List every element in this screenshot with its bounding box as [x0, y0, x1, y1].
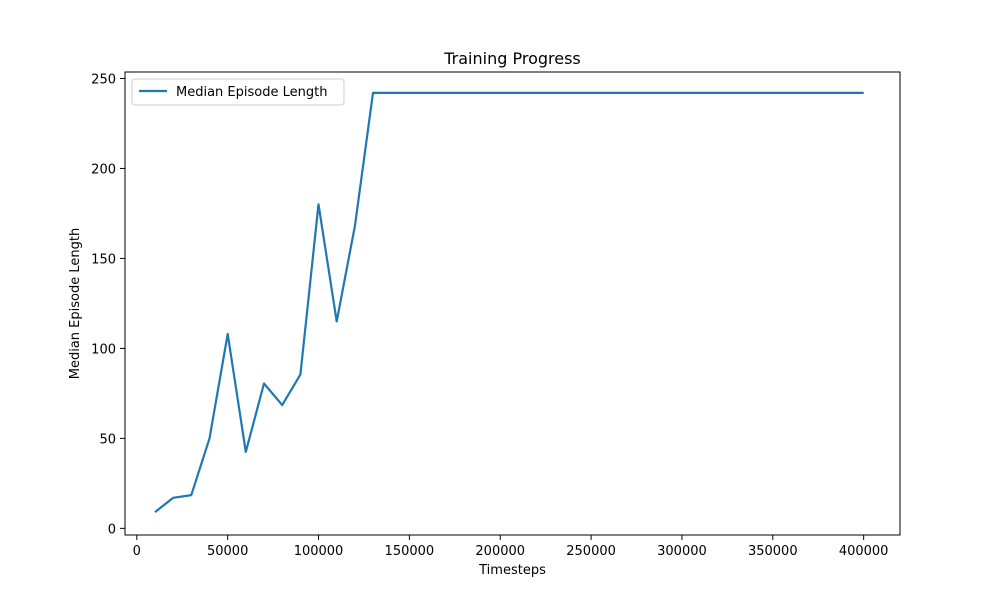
series-line [154, 91, 864, 513]
x-tick-label: 400000 [839, 544, 889, 559]
y-axis-ticks: 0 50 100 150 200 250 [91, 72, 125, 537]
series-layer [154, 91, 864, 513]
y-axis-label: Median Episode Length [68, 228, 83, 379]
x-tick-label: 250000 [566, 544, 616, 559]
plot-area: 0 50000 100000 150000 200000 250000 300000 3500… [91, 71, 901, 559]
x-tick-label: 300000 [657, 544, 707, 559]
legend: Median Episode Length [131, 78, 345, 106]
chart-title: Training Progress [443, 49, 581, 68]
y-tick-label: 150 [91, 252, 116, 267]
x-axis-ticks: 0 50000 100000 150000 200000 250000 300000 3500… [133, 535, 889, 559]
x-tick-label: 200000 [475, 544, 525, 559]
y-tick-label: 50 [99, 432, 116, 447]
y-tick-label: 200 [91, 162, 116, 177]
y-tick-label: 250 [91, 72, 116, 87]
y-tick-label: 0 [108, 522, 116, 537]
x-tick-label: 100000 [294, 544, 344, 559]
x-tick-label: 50000 [207, 544, 248, 559]
x-tick-label: 350000 [748, 544, 798, 559]
legend-entry-label: Median Episode Length [176, 85, 327, 100]
x-axis-label: Timesteps [478, 563, 546, 578]
x-tick-label: 150000 [385, 544, 435, 559]
y-tick-label: 100 [91, 342, 116, 357]
x-tick-label: 0 [133, 544, 141, 559]
axes-frame [124, 71, 901, 536]
legend-box [131, 78, 345, 106]
